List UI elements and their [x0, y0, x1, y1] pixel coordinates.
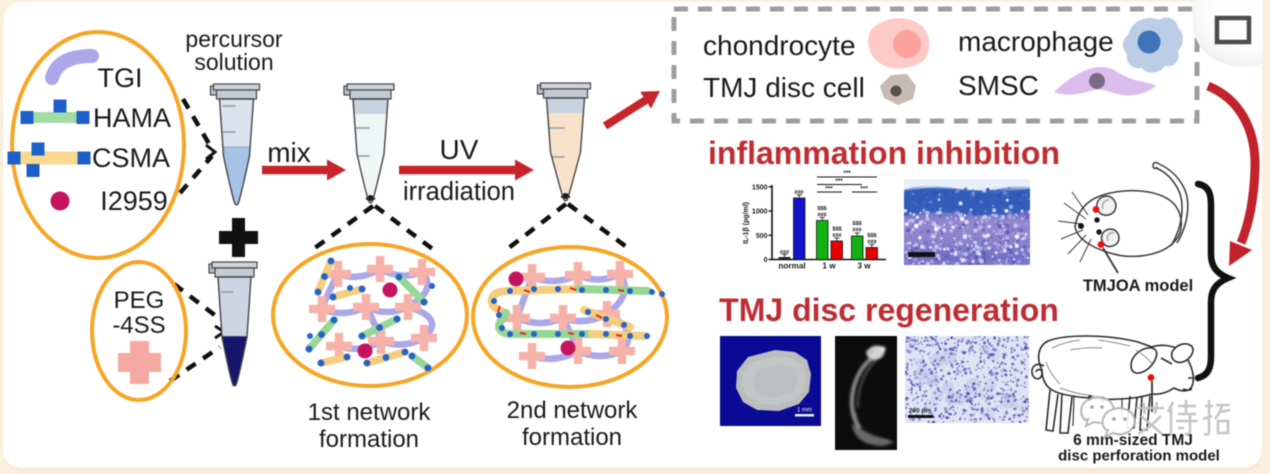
svg-text:200 μm: 200 μm [909, 408, 932, 415]
svg-text:SMSC: SMSC [958, 70, 1039, 101]
svg-text:1 mm: 1 mm [797, 408, 812, 414]
svg-text:disc perforation model: disc perforation model [1058, 448, 1220, 465]
svg-text:###: ### [817, 213, 826, 219]
svg-text:###: ### [780, 250, 789, 256]
svg-text:-4SS: -4SS [112, 312, 165, 339]
svg-text:TMJ disc cell: TMJ disc cell [703, 72, 865, 103]
svg-text:###: ### [867, 240, 876, 246]
svg-text:TMJOA model: TMJOA model [1083, 277, 1193, 295]
svg-text:6 mm-sized TMJ: 6 mm-sized TMJ [1073, 432, 1193, 449]
svg-text:###: ### [832, 233, 841, 239]
svg-text:2nd network: 2nd network [507, 397, 639, 424]
svg-text:0: 0 [764, 257, 768, 264]
svg-text:formation: formation [319, 426, 419, 453]
svg-text:TMJ disc regeneration: TMJ disc regeneration [719, 292, 1059, 328]
svg-text:$$$: $$$ [852, 221, 861, 227]
svg-text:3 w: 3 w [857, 262, 871, 271]
svg-text:normal: normal [778, 262, 805, 271]
svg-text:1 w: 1 w [822, 262, 836, 271]
svg-text:500: 500 [756, 233, 768, 240]
svg-text:irradiation: irradiation [403, 178, 515, 206]
svg-text:$$$: $$$ [817, 206, 826, 212]
svg-text:$$$: $$$ [867, 233, 876, 239]
svg-text:I2959: I2959 [100, 186, 168, 216]
svg-text:***: *** [835, 178, 843, 185]
svg-text:percursor: percursor [185, 26, 282, 52]
svg-text:CSMA: CSMA [92, 143, 170, 173]
svg-text:1000: 1000 [752, 209, 768, 216]
svg-text:TGI: TGI [98, 63, 143, 93]
svg-text:UV: UV [440, 134, 479, 165]
svg-text:###: ### [852, 228, 861, 234]
svg-text:***: *** [843, 170, 851, 177]
svg-text:formation: formation [522, 424, 622, 451]
svg-text:chondrocyte: chondrocyte [703, 30, 856, 61]
svg-text:solution: solution [194, 49, 273, 75]
svg-text:1500: 1500 [752, 184, 768, 191]
svg-text:HAMA: HAMA [93, 103, 171, 133]
svg-text:1st network: 1st network [308, 399, 432, 426]
svg-text:PEG: PEG [114, 287, 165, 314]
svg-text:mix: mix [267, 137, 311, 168]
svg-text:***: *** [860, 186, 868, 193]
svg-text:IL-1β (pg/ml): IL-1β (pg/ml) [743, 202, 750, 244]
svg-text:***: *** [825, 186, 833, 193]
svg-text:$$$: $$$ [832, 227, 841, 233]
svg-text:###: ### [794, 190, 803, 196]
svg-text:inflammation inhibition: inflammation inhibition [708, 135, 1060, 171]
svg-text:macrophage: macrophage [958, 26, 1114, 57]
